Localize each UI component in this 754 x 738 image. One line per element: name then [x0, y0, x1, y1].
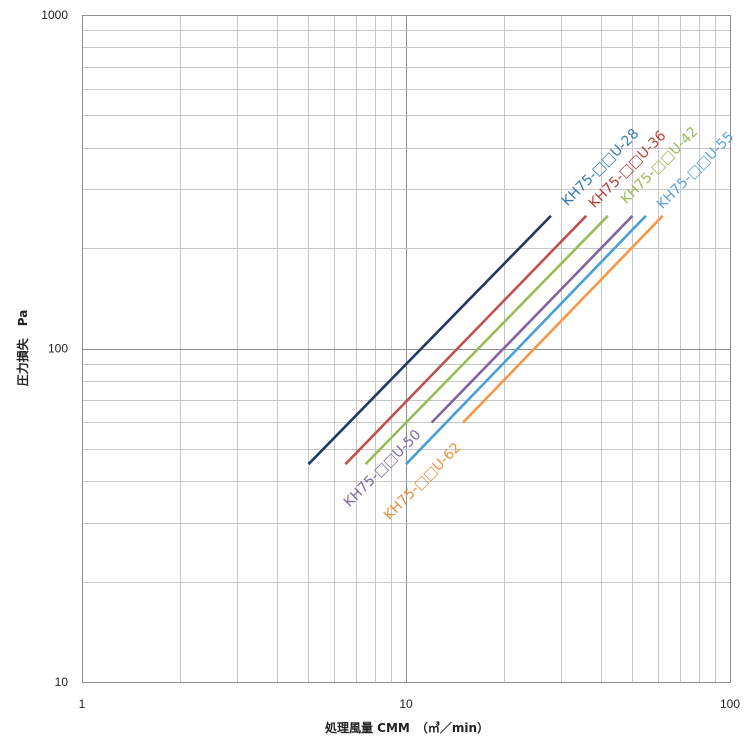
- y-tick-label: 100: [48, 342, 68, 356]
- series-line-28: [307, 214, 552, 466]
- plot-area-border: [82, 15, 731, 683]
- y-tick-label: 1000: [41, 8, 68, 22]
- series-labels: KH75-□□U-28KH75-□□U-36KH75-□□U-42KH75-□□…: [341, 124, 738, 524]
- grid: [82, 15, 731, 683]
- series-line-62: [462, 214, 664, 424]
- x-tick-label: 1: [79, 697, 86, 711]
- tick-labels: 1 10 100 10 100 1000: [41, 8, 740, 711]
- x-tick-label: 100: [720, 697, 740, 711]
- series-line-36: [344, 214, 588, 466]
- series-line-55: [405, 214, 647, 466]
- series-line-50: [430, 214, 634, 424]
- x-tick-label: 10: [399, 697, 413, 711]
- x-axis-title: 処理風量 CMM （㎥／min）: [324, 720, 489, 735]
- series-lines: [307, 214, 664, 466]
- y-tick-label: 10: [55, 675, 69, 689]
- series-line-42: [364, 214, 609, 466]
- y-axis-title: 圧力損失 Pa: [15, 310, 30, 387]
